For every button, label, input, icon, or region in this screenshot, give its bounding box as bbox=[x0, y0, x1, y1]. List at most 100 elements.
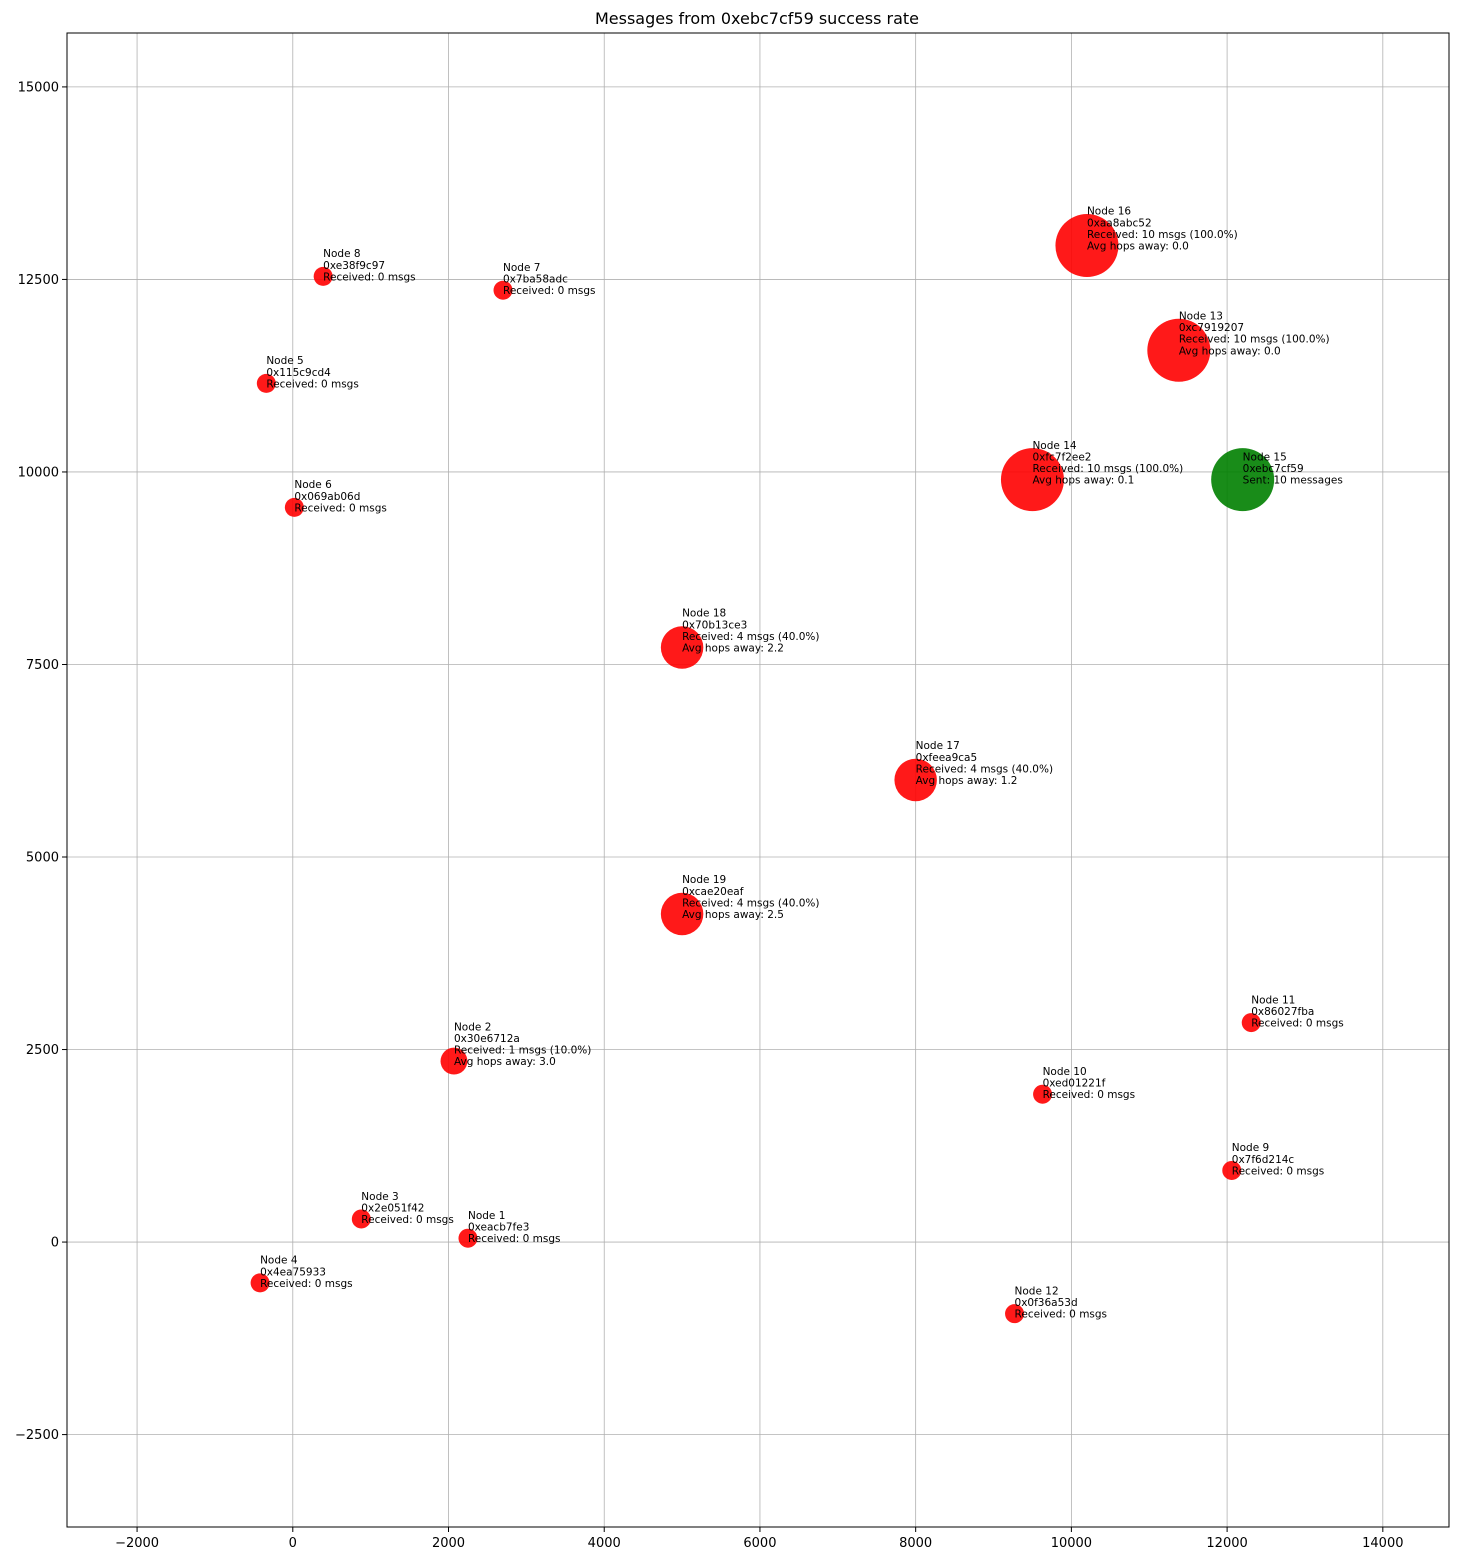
point-label: Received: 0 msgs bbox=[1015, 1309, 1108, 1321]
y-tick-label: 10000 bbox=[18, 465, 59, 480]
point-label: 0xed01221f bbox=[1043, 1078, 1106, 1090]
receiver-point bbox=[1222, 1160, 1242, 1180]
data-points bbox=[250, 214, 1275, 1324]
point-label: 0xaa8abc52 bbox=[1087, 217, 1152, 229]
point-label: Received: 0 msgs bbox=[1043, 1089, 1136, 1101]
point-label: Node 5 bbox=[266, 355, 303, 367]
plot-frame bbox=[66, 32, 1450, 1528]
point-label: 0x30e6712a bbox=[454, 1033, 520, 1045]
receiver-point bbox=[250, 1273, 270, 1293]
point-label: 0x115c9cd4 bbox=[266, 367, 331, 379]
receiver-point bbox=[1005, 1304, 1025, 1324]
point-label: Node 19 bbox=[682, 874, 726, 886]
point-label: Received: 0 msgs bbox=[294, 502, 387, 514]
point-label: Received: 10 msgs (100.0%) bbox=[1087, 229, 1238, 241]
chart-title: Messages from 0xebc7cf59 success rate bbox=[595, 9, 919, 28]
point-label: Avg hops away: 2.2 bbox=[682, 643, 784, 655]
point-label: Node 2 bbox=[454, 1021, 491, 1033]
point-label: Received: 4 msgs (40.0%) bbox=[916, 763, 1053, 775]
point-label: Received: 0 msgs bbox=[503, 285, 596, 297]
sender-point bbox=[1211, 448, 1275, 512]
point-label: Received: 10 msgs (100.0%) bbox=[1032, 463, 1183, 475]
point-label: 0x86027fba bbox=[1251, 1006, 1314, 1018]
y-tick-label: 2500 bbox=[26, 1043, 59, 1058]
point-label: Sent: 10 messages bbox=[1243, 475, 1343, 487]
receiver-point bbox=[1033, 1084, 1053, 1104]
receiver-point bbox=[1000, 448, 1064, 512]
point-label: Avg hops away: 3.0 bbox=[454, 1056, 556, 1068]
point-label: Received: 1 msgs (10.0%) bbox=[454, 1044, 591, 1056]
y-tick-label: 12500 bbox=[18, 273, 59, 288]
point-label: 0xebc7cf59 bbox=[1243, 463, 1304, 475]
y-tick-label: 7500 bbox=[26, 658, 59, 673]
receiver-point bbox=[660, 626, 704, 669]
x-tick-label: 12000 bbox=[1206, 1536, 1247, 1551]
point-label: 0xcae20eaf bbox=[682, 886, 744, 898]
point-label: Avg hops away: 0.0 bbox=[1087, 241, 1189, 253]
point-label: Node 11 bbox=[1251, 994, 1295, 1006]
point-label: Received: 0 msgs bbox=[1232, 1165, 1325, 1177]
receiver-point bbox=[351, 1209, 371, 1229]
point-label: 0xfc7f2ee2 bbox=[1032, 451, 1091, 463]
point-label: Received: 10 msgs (100.0%) bbox=[1179, 334, 1330, 346]
point-label: Received: 0 msgs bbox=[1251, 1018, 1344, 1030]
point-label: Received: 0 msgs bbox=[266, 378, 359, 390]
point-label: Node 4 bbox=[260, 1255, 298, 1267]
y-tick-label: −2500 bbox=[15, 1428, 59, 1443]
point-label: Node 7 bbox=[503, 262, 540, 274]
point-label: 0xc7919207 bbox=[1179, 322, 1244, 334]
x-tick-label: 10000 bbox=[1051, 1536, 1092, 1551]
x-tick-label: 4000 bbox=[588, 1536, 621, 1551]
point-label: Node 6 bbox=[294, 479, 332, 491]
point-label: Node 9 bbox=[1232, 1142, 1269, 1154]
point-label: Node 17 bbox=[916, 740, 960, 752]
point-label: 0x069ab06d bbox=[294, 491, 360, 503]
point-label: 0xe38f9c97 bbox=[323, 260, 385, 272]
point-label: Node 8 bbox=[323, 248, 360, 260]
receiver-point bbox=[1241, 1013, 1261, 1033]
y-tick-label: 15000 bbox=[18, 80, 59, 95]
receiver-point bbox=[440, 1047, 468, 1075]
point-label: Node 15 bbox=[1243, 451, 1287, 463]
x-tick-label: 14000 bbox=[1362, 1536, 1403, 1551]
axes: −2000 0 2000 4000 6000 8000 10000 12000 14000 −25… bbox=[15, 80, 1403, 1551]
receiver-point bbox=[493, 280, 513, 300]
point-label: Node 18 bbox=[682, 608, 726, 620]
x-tick-label: −2000 bbox=[115, 1536, 159, 1551]
point-label: 0xeacb7fe3 bbox=[468, 1222, 529, 1234]
point-label: 0x7f6d214c bbox=[1232, 1154, 1295, 1166]
receiver-point bbox=[1055, 214, 1119, 278]
point-label: 0x4ea75933 bbox=[260, 1266, 326, 1278]
point-label: Node 14 bbox=[1032, 440, 1076, 452]
point-label: Received: 0 msgs bbox=[323, 271, 416, 283]
point-label: 0xfeea9ca5 bbox=[916, 752, 978, 764]
point-label: Node 13 bbox=[1179, 310, 1223, 322]
point-label: 0x0f36a53d bbox=[1015, 1297, 1078, 1309]
x-tick-label: 6000 bbox=[743, 1536, 776, 1551]
point-label: Avg hops away: 2.5 bbox=[682, 909, 784, 921]
point-label: Avg hops away: 0.0 bbox=[1179, 345, 1281, 357]
x-tick-label: 8000 bbox=[899, 1536, 932, 1551]
point-label: Node 1 bbox=[468, 1210, 505, 1222]
point-label: Received: 0 msgs bbox=[468, 1233, 561, 1245]
point-label: Received: 4 msgs (40.0%) bbox=[682, 897, 819, 909]
receiver-point bbox=[458, 1228, 478, 1248]
point-label: Received: 0 msgs bbox=[260, 1278, 353, 1290]
point-label: Received: 4 msgs (40.0%) bbox=[682, 631, 819, 643]
point-label: Node 10 bbox=[1043, 1066, 1087, 1078]
receiver-point bbox=[660, 892, 704, 936]
x-tick-label: 0 bbox=[289, 1536, 297, 1551]
receiver-point bbox=[1147, 318, 1211, 382]
receiver-point bbox=[284, 497, 304, 517]
receiver-point bbox=[313, 266, 333, 286]
point-label: Avg hops away: 1.2 bbox=[916, 775, 1018, 787]
point-label: 0x7ba58adc bbox=[503, 274, 568, 286]
receiver-point bbox=[894, 758, 937, 802]
point-label: Received: 0 msgs bbox=[361, 1214, 454, 1226]
receiver-point bbox=[256, 373, 276, 393]
point-label: Avg hops away: 0.1 bbox=[1032, 475, 1134, 487]
y-tick-label: 5000 bbox=[26, 851, 59, 866]
